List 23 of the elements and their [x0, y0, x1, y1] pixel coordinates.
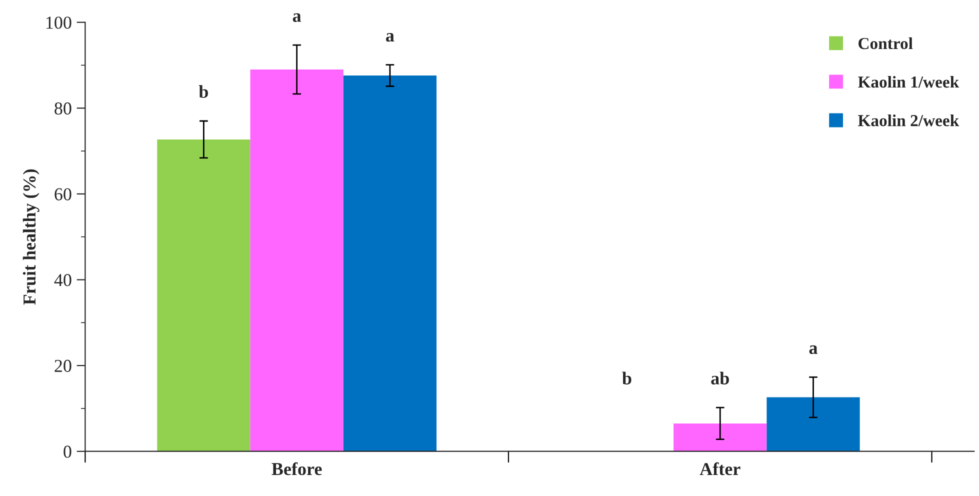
y-tick-label: 80: [54, 102, 72, 115]
legend-label: Kaolin 1/week: [858, 76, 960, 88]
bar: [766, 397, 860, 452]
bar: [343, 76, 437, 452]
y-tick-label: 20: [54, 360, 72, 372]
annotation: b: [198, 85, 208, 98]
legend-label: Control: [858, 37, 913, 50]
annotation: a: [809, 345, 818, 354]
y-tick-label: 60: [54, 188, 72, 200]
y-tick-label: 40: [54, 274, 72, 286]
annotation: ab: [711, 372, 729, 384]
x-tick-label: After: [700, 462, 740, 476]
text: a: [292, 13, 302, 22]
y-tick-label: 100: [46, 16, 72, 29]
bar: [250, 70, 344, 452]
annotation: a: [386, 33, 394, 42]
bar: [674, 423, 767, 452]
y-axis-title: Fruit healthy (%): [22, 169, 40, 305]
legend-label: Kaolin 2/week: [858, 114, 960, 126]
bar: [157, 139, 250, 452]
annotation: b: [622, 372, 632, 384]
x-tick-label: Before: [272, 462, 322, 476]
y-tick-label: 0: [64, 446, 72, 458]
